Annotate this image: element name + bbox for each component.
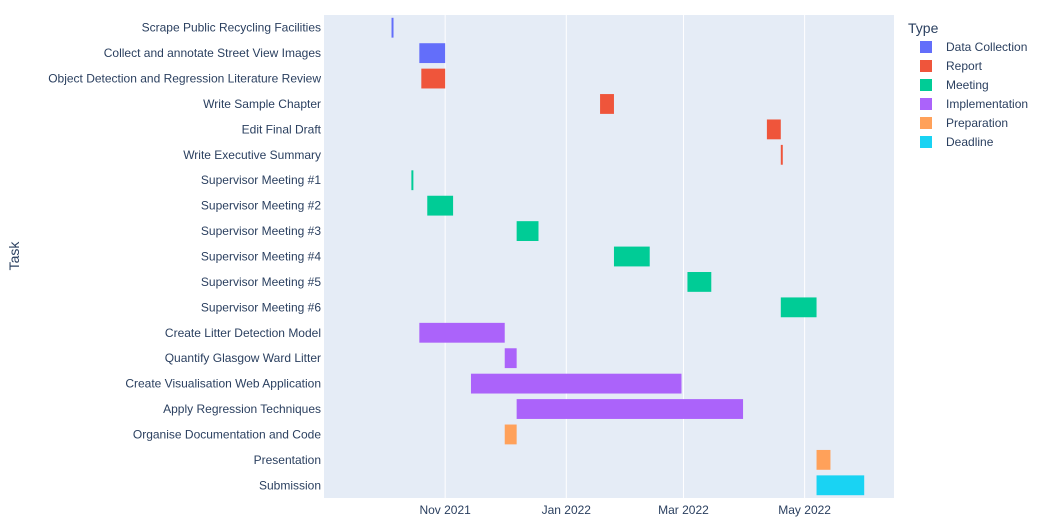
- task-bar: [516, 221, 539, 241]
- task-bar: [504, 348, 517, 369]
- task-bar: [504, 424, 517, 445]
- legend-swatch: [920, 136, 932, 148]
- x-tick-label: Mar 2022: [658, 503, 709, 517]
- task-bar: [600, 94, 614, 114]
- task-bar: [780, 297, 817, 318]
- x-axis-tick-labels: Nov 2021 Jan 2022 Mar 2022 May 2022: [419, 503, 831, 517]
- y-tick-label: Supervisor Meeting #6: [201, 300, 321, 314]
- task-bar: [470, 373, 682, 394]
- y-tick-label: Scrape Public Recycling Facilities: [142, 21, 321, 35]
- task-bar: [780, 144, 783, 165]
- legend: Type Data Collection Report Meeting Impleme…: [908, 20, 1028, 149]
- y-tick-label: Create Visualisation Web Application: [125, 377, 321, 391]
- legend-label: Meeting: [946, 78, 989, 92]
- legend-label: Data Collection: [946, 40, 1027, 54]
- y-tick-label: Supervisor Meeting #5: [201, 275, 321, 289]
- y-tick-label: Quantify Glasgow Ward Litter: [165, 351, 321, 365]
- legend-label: Implementation: [946, 97, 1028, 111]
- legend-label: Preparation: [946, 116, 1008, 130]
- y-tick-label: Write Sample Chapter: [203, 97, 321, 111]
- task-bar: [427, 195, 454, 216]
- y-tick-label: Apply Regression Techniques: [163, 402, 321, 416]
- y-tick-label: Supervisor Meeting #2: [201, 199, 321, 213]
- y-tick-label: Submission: [259, 478, 321, 492]
- task-bar: [411, 170, 414, 191]
- legend-swatch: [920, 98, 932, 110]
- x-tick-label: Nov 2021: [419, 503, 471, 517]
- task-bar: [516, 399, 744, 419]
- task-bar: [766, 119, 781, 140]
- task-bar: [421, 68, 446, 89]
- task-bar: [419, 322, 505, 343]
- y-tick-label: Collect and annotate Street View Images: [104, 46, 321, 60]
- plot-background: [324, 15, 894, 498]
- y-tick-label: Supervisor Meeting #4: [201, 250, 321, 264]
- legend-swatch: [920, 41, 932, 53]
- task-bar: [816, 475, 865, 496]
- legend-label: Deadline: [946, 135, 994, 149]
- x-tick-label: May 2022: [778, 503, 831, 517]
- legend-swatch: [920, 117, 932, 129]
- legend-swatch: [920, 60, 932, 72]
- y-tick-label: Presentation: [254, 453, 321, 467]
- y-axis-tick-labels: Scrape Public Recycling Facilities Collec…: [48, 21, 321, 493]
- y-tick-label: Edit Final Draft: [242, 122, 322, 136]
- task-bar: [419, 43, 446, 64]
- bars: [391, 17, 865, 496]
- x-tick-label: Jan 2022: [542, 503, 592, 517]
- y-tick-label: Object Detection and Regression Literatu…: [48, 72, 321, 86]
- y-tick-label: Supervisor Meeting #1: [201, 173, 321, 187]
- y-axis-label: Task: [6, 241, 22, 271]
- legend-swatch: [920, 79, 932, 91]
- task-bar: [613, 246, 650, 267]
- task-bar: [687, 272, 712, 292]
- y-tick-label: Create Litter Detection Model: [165, 326, 321, 340]
- legend-label: Report: [946, 59, 983, 73]
- task-bar: [391, 17, 394, 38]
- task-bar: [816, 449, 831, 470]
- y-tick-label: Write Executive Summary: [183, 148, 321, 162]
- legend-title: Type: [908, 20, 939, 36]
- y-tick-label: Supervisor Meeting #3: [201, 224, 321, 238]
- y-tick-label: Organise Documentation and Code: [133, 427, 321, 441]
